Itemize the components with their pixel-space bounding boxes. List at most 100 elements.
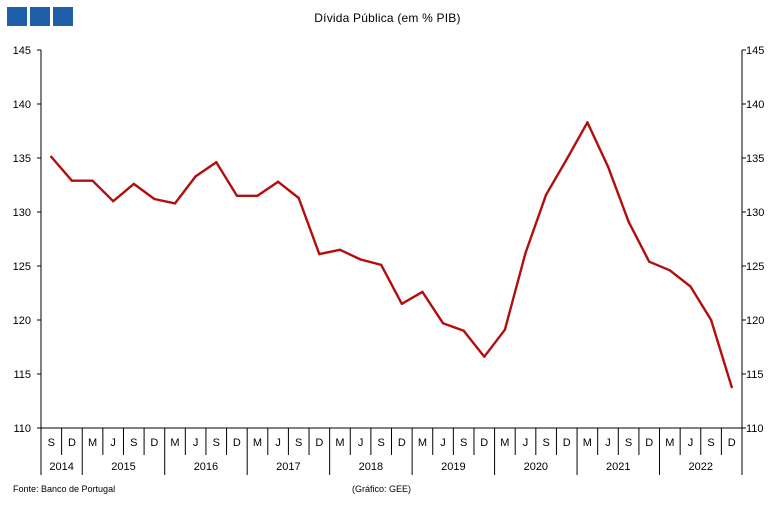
data-point [173,202,177,205]
data-point [730,385,733,389]
y-tick-label-right: 120 [746,315,764,327]
data-point [50,155,53,159]
data-point [359,258,362,261]
year-label: 2020 [524,461,548,473]
data-point [689,285,692,288]
data-point [91,179,94,182]
x-tick-label: J [688,437,694,449]
x-tick-label: J [440,437,446,449]
x-tick-label: D [233,437,241,449]
credit-note: (Gráfico: GEE) [352,484,412,494]
data-point [544,193,548,196]
x-tick-label: S [707,437,714,449]
data-point [524,251,527,255]
y-tick-label-left: 115 [13,369,31,381]
data-point [379,263,383,267]
data-point [318,252,321,256]
logo-square-1 [7,7,27,26]
y-tick-label-left: 125 [13,261,31,273]
y-tick-label-right: 140 [746,99,764,111]
y-tick-label-right: 125 [746,261,764,273]
chart-title: Dívida Pública (em % PIB) [314,11,461,25]
x-tick-label: S [460,437,467,449]
data-point [606,165,610,168]
x-tick-label: M [170,437,179,449]
year-label: 2022 [689,461,713,473]
data-point [338,248,342,251]
gee-logo [7,7,73,26]
data-point [297,196,300,200]
y-tick-label-left: 145 [13,45,31,57]
y-tick-label-right: 130 [746,207,764,219]
source-note: Fonte: Banco de Portugal [13,484,116,494]
data-point [565,157,568,161]
data-point [709,318,713,322]
data-point [483,355,486,358]
debt-series-line [50,121,733,389]
data-point [648,260,651,263]
x-tick-label: S [213,437,220,449]
data-point [215,161,218,164]
x-tick-label: J [275,437,281,449]
year-label: 2016 [194,461,218,473]
x-tick-label: D [315,437,323,449]
y-tick-label-left: 120 [13,315,31,327]
x-tick-label: J [605,437,611,449]
x-tick-label: D [645,437,653,449]
x-tick-label: D [728,437,736,449]
data-point [668,269,672,272]
year-label: 2017 [276,461,300,473]
data-point [153,197,156,201]
year-label: 2019 [441,461,465,473]
x-tick-label: S [625,437,632,449]
logo-square-3 [53,7,73,26]
x-tick-label: D [398,437,406,449]
x-tick-label: M [500,437,509,449]
data-point [462,329,465,332]
x-tick-label: M [418,437,427,449]
y-tick-label-right: 110 [746,423,764,435]
data-point [111,200,115,203]
x-tick-label: J [110,437,116,449]
data-point [132,182,135,186]
x-tick-label: M [665,437,674,449]
data-point [627,220,630,223]
data-point [441,322,445,325]
x-tick-label: D [150,437,158,449]
logo-square-2 [30,7,50,26]
y-tick-label-right: 135 [746,153,764,165]
x-tick-label: D [563,437,571,449]
year-label: 2014 [49,461,73,473]
x-tick-label: M [583,437,592,449]
data-point [70,179,74,182]
x-tick-label: D [68,437,76,449]
x-tick-label: M [253,437,262,449]
x-tick-label: J [193,437,199,449]
x-tick-label: M [88,437,97,449]
data-point [276,180,280,183]
x-tick-label: D [480,437,488,449]
x-tick-label: S [48,437,55,449]
y-tick-label-left: 135 [13,153,31,165]
data-point [400,302,404,305]
year-label: 2015 [111,461,135,473]
y-tick-label-right: 145 [746,45,764,57]
data-point [235,194,239,197]
x-tick-label: J [358,437,364,449]
x-tick-label: S [378,437,385,449]
y-tick-label-left: 130 [13,207,31,219]
data-point [421,290,424,294]
data-point [256,194,259,197]
year-label: 2021 [606,461,630,473]
year-label: 2018 [359,461,383,473]
data-point [586,121,589,124]
x-tick-label: S [130,437,137,449]
x-tick-label: M [335,437,344,449]
y-tick-label-right: 115 [746,369,764,381]
x-tick-label: J [523,437,529,449]
y-tick-label-left: 110 [13,423,31,435]
data-point [194,175,197,178]
x-tick-label: S [542,437,549,449]
data-point [503,328,507,331]
